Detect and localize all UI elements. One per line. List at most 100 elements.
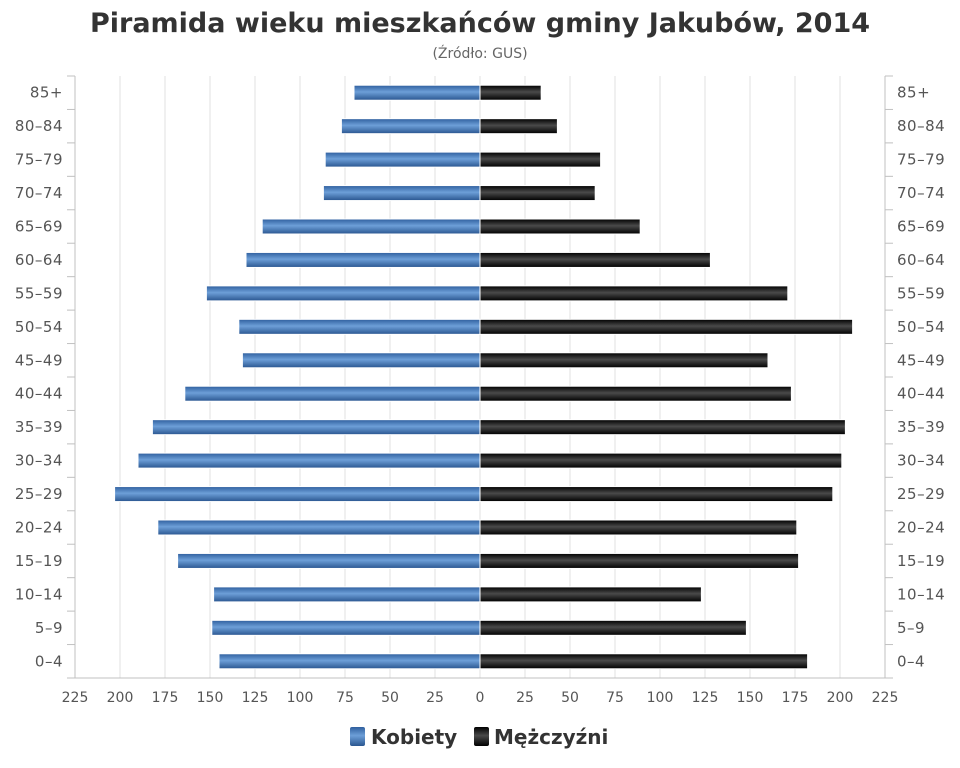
category-label-left: 65–69 [15,218,63,236]
x-tick-label: 225 [62,690,89,706]
bar-kobiety [238,318,481,335]
category-label-left: 30–34 [15,452,63,470]
legend-swatch-kobiety [350,727,365,746]
bar-mezczyzni [479,452,843,469]
bar-mezczyzni [479,352,769,369]
category-label-left: 25–29 [15,485,63,503]
category-label-left: 0–4 [35,652,63,670]
bar-kobiety [324,151,481,168]
bar-mezczyzni [479,385,792,402]
bar-kobiety [114,486,481,503]
category-label-right: 10–14 [897,585,945,603]
x-tick-label: 25 [426,690,444,706]
chart-subtitle: (Źródło: GUS) [432,44,527,62]
bar-kobiety [241,352,481,369]
category-label-right: 65–69 [897,218,945,236]
category-label-left: 5–9 [35,619,63,637]
x-tick-label: 150 [737,690,764,706]
axes [67,75,893,679]
category-label-right: 70–74 [897,184,945,202]
bar-mezczyzni [479,151,602,168]
category-label-left: 45–49 [15,351,63,369]
x-tick-labels: 225 200 175 150 125 100 75 50 25 0 25 50 75 100 125 150… [62,690,899,706]
bar-kobiety [218,653,481,670]
x-tick-label: 50 [381,690,399,706]
bar-mezczyzni [479,519,798,536]
x-tick-label: 125 [242,690,269,706]
category-label-left: 60–64 [15,251,63,269]
legend-label-mezczyzni: Mężczyźni [494,725,608,749]
x-tick-label: 100 [287,690,314,706]
category-label-left: 40–44 [15,385,63,403]
x-tick-label: 100 [647,690,674,706]
bar-mezczyzni [479,185,596,202]
bar-mezczyzni [479,251,711,268]
x-tick-label: 125 [692,690,719,706]
x-tick-label: 75 [336,690,354,706]
category-label-left: 15–19 [15,552,63,570]
category-label-right: 50–54 [897,318,945,336]
category-label-left: 85+ [30,84,63,102]
bar-mezczyzni [479,118,558,135]
bar-kobiety [157,519,481,536]
bar-mezczyzni [479,552,800,569]
category-label-right: 85+ [897,84,930,102]
bar-mezczyzni [479,285,789,302]
chart-title: Piramida wieku mieszkańców gminy Jakubów… [90,8,870,39]
category-label-left: 20–24 [15,519,63,537]
x-tick-label: 175 [152,690,179,706]
category-label-right: 45–49 [897,351,945,369]
category-label-right: 25–29 [897,485,945,503]
bar-mezczyzni [479,586,702,603]
category-label-right: 75–79 [897,151,945,169]
bar-kobiety [184,385,481,402]
bar-mezczyzni [479,619,747,636]
legend-item-mezczyzni[interactable]: Mężczyźni [474,725,608,749]
x-tick-label: 200 [107,690,134,706]
x-tick-label: 175 [782,690,809,706]
x-tick-label: 0 [476,690,485,706]
category-label-right: 80–84 [897,117,945,135]
category-label-right: 20–24 [897,519,945,537]
legend: Kobiety Mężczyźni [350,725,608,749]
bar-kobiety [340,118,481,135]
category-label-left: 10–14 [15,585,63,603]
bar-mezczyzni [479,218,641,235]
grid-lines [74,76,886,678]
category-label-left: 55–59 [15,284,63,302]
category-label-right: 30–34 [897,452,945,470]
bar-kobiety [353,84,481,101]
category-label-left: 75–79 [15,151,63,169]
category-label-left: 70–74 [15,184,63,202]
category-label-right: 60–64 [897,251,945,269]
legend-item-kobiety[interactable]: Kobiety [350,725,457,749]
x-tick-label: 25 [516,690,534,706]
bar-kobiety [213,586,481,603]
x-tick-label: 150 [197,690,224,706]
bar-kobiety [261,218,481,235]
category-label-left: 80–84 [15,117,63,135]
x-tick-label: 75 [606,690,624,706]
bar-kobiety [211,619,481,636]
category-labels: 85+ 85+ 80–84 80–84 75–79 75–79 70–74 70–74 65–6… [15,84,945,671]
category-label-right: 5–9 [897,619,925,637]
x-tick-label: 200 [827,690,854,706]
category-label-left: 50–54 [15,318,63,336]
bar-kobiety [322,185,481,202]
bar-mezczyzni [479,84,542,101]
category-label-right: 55–59 [897,284,945,302]
bar-mezczyzni [479,486,834,503]
bar-kobiety [245,251,481,268]
category-label-right: 35–39 [897,418,945,436]
legend-swatch-mezczyzni [474,727,489,746]
bar-kobiety [205,285,481,302]
bar-mezczyzni [479,419,846,436]
category-label-left: 35–39 [15,418,63,436]
category-label-right: 15–19 [897,552,945,570]
bars [114,84,854,670]
legend-label-kobiety: Kobiety [371,725,457,749]
category-label-right: 40–44 [897,385,945,403]
category-label-right: 0–4 [897,652,925,670]
x-tick-label: 50 [561,690,579,706]
